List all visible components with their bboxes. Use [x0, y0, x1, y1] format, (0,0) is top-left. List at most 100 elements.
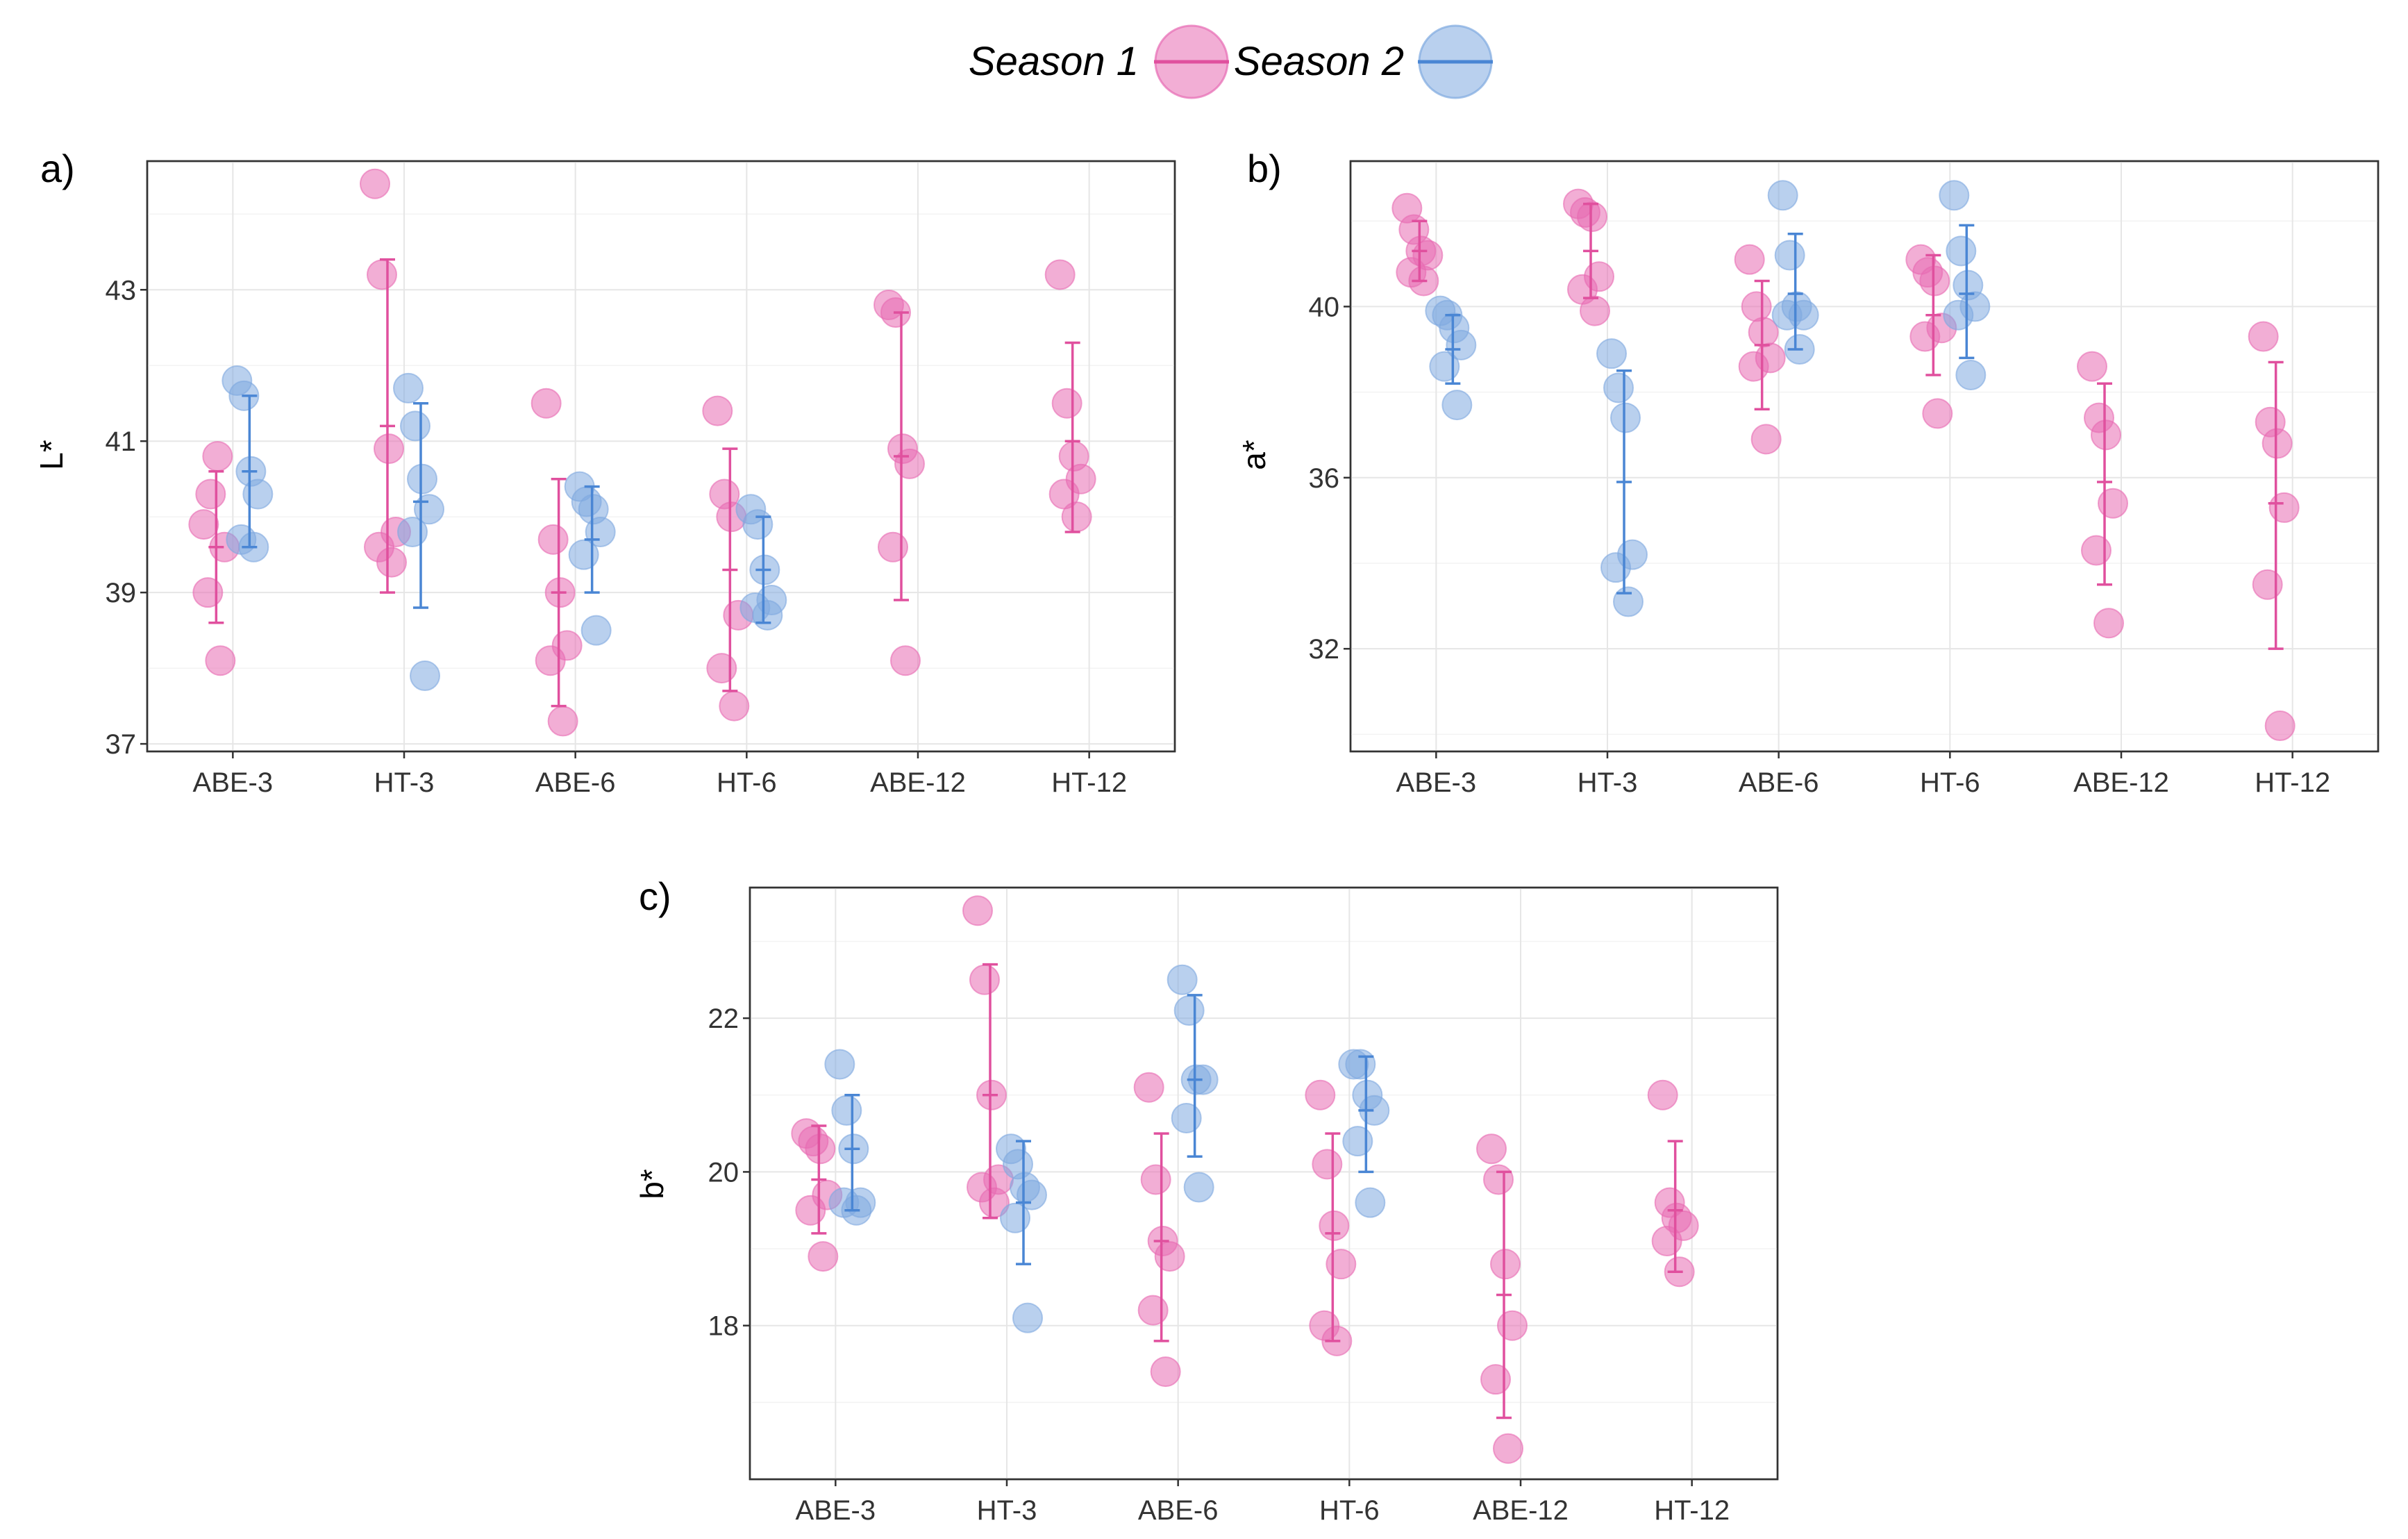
point-season-1-a	[530, 388, 562, 419]
point-season-1-b	[1919, 265, 1950, 297]
point-season-1-c	[1483, 1164, 1514, 1195]
point-season-1-b	[2264, 710, 2296, 742]
plot-frame-a	[146, 160, 1176, 753]
y-tick-label-c: 20	[708, 1157, 739, 1188]
point-season-2-c	[1342, 1126, 1373, 1157]
point-season-1-c	[1490, 1249, 1521, 1280]
point-season-2-a	[397, 516, 428, 547]
plot-frame-c	[749, 886, 1779, 1481]
y-tick-label-a: 41	[106, 426, 137, 457]
point-season-2-c	[1355, 1187, 1386, 1218]
point-season-1-b	[2252, 569, 2283, 600]
point-season-2-c	[1173, 995, 1205, 1026]
point-season-2-a	[568, 539, 599, 570]
point-season-2-b	[1774, 240, 1805, 271]
x-tick-label-a: ABE-3	[193, 767, 274, 798]
point-season-2-b	[1613, 586, 1644, 617]
point-season-2-c	[831, 1095, 862, 1126]
plot-border-c	[749, 886, 1779, 1481]
point-season-1-c	[1326, 1249, 1357, 1280]
point-season-1-c	[1312, 1149, 1343, 1180]
y-axis-title-a: L*	[33, 440, 69, 470]
point-season-1-c	[969, 964, 1000, 995]
point-season-1-c	[1493, 1433, 1523, 1464]
x-tick-label-c: HT-3	[977, 1495, 1037, 1526]
point-season-2-c	[1012, 1302, 1043, 1333]
x-tick-label-b: ABE-6	[1739, 767, 1819, 798]
point-season-1-a	[537, 524, 569, 555]
point-season-1-c	[795, 1195, 826, 1226]
point-season-1-c	[1150, 1356, 1181, 1388]
point-season-1-a	[878, 531, 908, 563]
point-season-1-a	[192, 577, 224, 608]
point-season-2-b	[1429, 351, 1460, 382]
point-season-2-c	[824, 1049, 855, 1080]
point-season-1-c	[1647, 1079, 1678, 1110]
point-season-1-a	[188, 509, 219, 540]
y-tick-label-b: 40	[1309, 292, 1340, 322]
point-season-2-c	[1345, 1049, 1376, 1080]
point-season-1-b	[2077, 351, 2107, 382]
point-season-1-b	[1741, 291, 1772, 322]
point-season-1-b	[1734, 244, 1765, 275]
point-season-1-b	[1750, 424, 1782, 455]
point-season-1-c	[1154, 1241, 1185, 1272]
point-season-1-a	[374, 433, 404, 465]
panel-a: a) L* 37 39 41 43 ABE-3 HT-3 ABE-6 HT-6 ABE-12 HT…	[33, 147, 1176, 798]
point-season-1-c	[805, 1133, 836, 1165]
point-season-1-a	[1061, 501, 1092, 533]
legend-key-season-2	[1418, 24, 1493, 99]
point-season-2-b	[1596, 338, 1627, 369]
point-season-1-a	[702, 395, 733, 426]
point-season-1-c	[962, 895, 993, 926]
plot-border-a	[146, 160, 1176, 753]
y-tick-label-b: 32	[1309, 634, 1340, 665]
plot-frame-b	[1349, 160, 2380, 753]
point-season-2-a	[742, 509, 774, 540]
x-tick-label-b: ABE-3	[1396, 767, 1477, 798]
y-tick-label-a: 39	[106, 578, 137, 608]
point-season-2-a	[393, 372, 424, 404]
point-season-1-a	[367, 259, 397, 290]
point-season-2-b	[1767, 180, 1798, 211]
x-tick-label-b: ABE-12	[2073, 767, 2169, 798]
point-season-1-a	[205, 645, 236, 676]
point-season-1-b	[2081, 535, 2112, 566]
point-season-1-c	[1305, 1079, 1336, 1110]
point-season-1-b	[1738, 351, 1769, 382]
point-season-1-a	[195, 479, 226, 510]
x-tick-label-c: ABE-6	[1138, 1495, 1219, 1526]
panel-label-b: b)	[1247, 147, 1282, 190]
y-tick-label-a: 43	[106, 275, 137, 306]
point-season-1-b	[2261, 428, 2293, 459]
point-season-1-c	[808, 1241, 839, 1272]
x-tick-label-a: HT-12	[1051, 767, 1127, 798]
point-season-2-c	[1000, 1202, 1030, 1233]
x-tick-label-c: HT-6	[1319, 1495, 1380, 1526]
point-season-2-a	[580, 615, 612, 646]
point-season-1-b	[1577, 201, 1607, 233]
point-season-2-b	[1946, 235, 1977, 267]
x-tick-label-c: ABE-3	[796, 1495, 876, 1526]
point-season-2-b	[1939, 180, 1970, 211]
point-season-1-b	[1580, 295, 1610, 326]
point-season-1-b	[2098, 488, 2128, 519]
point-season-1-a	[547, 706, 578, 737]
point-season-2-c	[1183, 1172, 1214, 1203]
y-tick-label-c: 22	[708, 1004, 739, 1034]
point-season-2-b	[1603, 372, 1634, 404]
point-season-1-a	[1051, 388, 1082, 419]
y-tick-label-b: 36	[1309, 463, 1340, 494]
plot-border-b	[1349, 160, 2380, 753]
point-season-2-a	[407, 463, 437, 494]
point-season-2-c	[1167, 964, 1198, 995]
legend-label-season-1: Season 1	[969, 39, 1139, 84]
point-season-1-a	[202, 441, 233, 472]
point-season-2-b	[1771, 299, 1803, 331]
legend-key-season-1	[1154, 24, 1229, 99]
point-season-1-b	[2091, 419, 2121, 451]
point-season-2-b	[1600, 552, 1631, 583]
legend: Season 1 Season 2	[969, 24, 1493, 99]
point-season-1-b	[1909, 321, 1941, 352]
point-season-1-a	[894, 448, 925, 479]
